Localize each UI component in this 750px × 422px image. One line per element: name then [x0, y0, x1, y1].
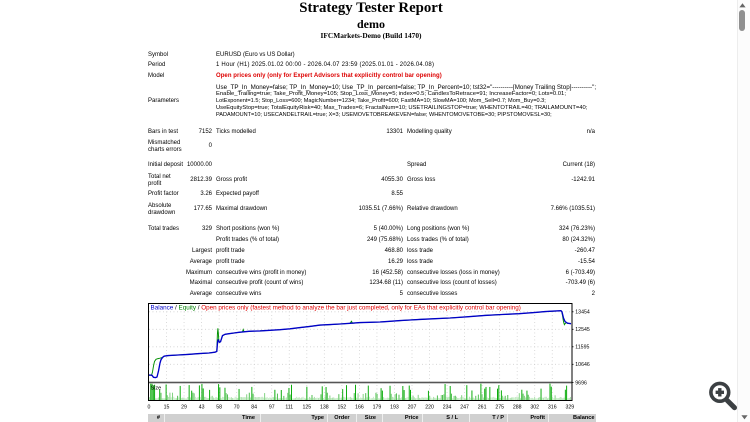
- svg-text:97: 97: [269, 404, 275, 410]
- svg-text:111: 111: [285, 404, 293, 410]
- svg-text:166: 166: [355, 404, 364, 410]
- svg-text:247: 247: [460, 404, 469, 410]
- svg-text:125: 125: [302, 404, 311, 410]
- svg-text:316: 316: [548, 404, 557, 410]
- svg-text:13454: 13454: [575, 310, 590, 316]
- svg-text:29: 29: [181, 404, 187, 410]
- svg-text:84: 84: [251, 404, 257, 410]
- svg-text:234: 234: [443, 404, 452, 410]
- svg-text:329: 329: [565, 404, 574, 410]
- svg-text:0: 0: [148, 404, 151, 410]
- svg-text:288: 288: [513, 404, 522, 410]
- svg-text:302: 302: [530, 404, 539, 410]
- svg-text:261: 261: [478, 404, 487, 410]
- svg-text:58: 58: [216, 404, 222, 410]
- svg-text:12545: 12545: [575, 327, 590, 333]
- svg-text:10646: 10646: [575, 362, 590, 368]
- svg-text:275: 275: [495, 404, 504, 410]
- svg-text:11595: 11595: [575, 345, 589, 351]
- svg-text:138: 138: [320, 404, 329, 410]
- svg-text:Size: Size: [151, 386, 162, 392]
- svg-text:9696: 9696: [575, 380, 587, 386]
- svg-text:43: 43: [199, 404, 205, 410]
- svg-text:70: 70: [234, 404, 240, 410]
- svg-text:15: 15: [164, 404, 170, 410]
- svg-text:193: 193: [390, 404, 399, 410]
- svg-text:Balance / Equity / Open prices: Balance / Equity / Open prices only (fas…: [151, 304, 521, 311]
- svg-text:207: 207: [408, 404, 417, 410]
- svg-text:179: 179: [373, 404, 382, 410]
- svg-text:220: 220: [425, 404, 434, 410]
- svg-text:152: 152: [338, 404, 347, 410]
